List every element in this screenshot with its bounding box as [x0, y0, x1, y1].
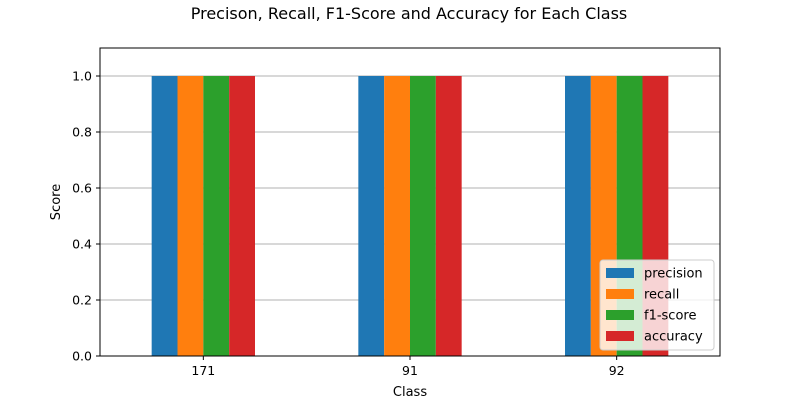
bar-accuracy-91: [435, 76, 462, 356]
x-axis-label: Class: [393, 385, 427, 400]
bars: [151, 76, 669, 356]
legend-swatch-f1-score: [606, 310, 634, 320]
y-tick-label: 0.2: [72, 293, 92, 308]
bar-recall-91: [384, 76, 410, 356]
y-tick-label: 0.0: [72, 349, 92, 364]
x-tick-label: 92: [609, 363, 625, 378]
legend-label-f1-score: f1-score: [644, 309, 696, 324]
legend-label-accuracy: accuracy: [644, 330, 703, 345]
y-axis-ticks: 0.0 0.2 0.4 0.6 0.8 1.0: [72, 69, 100, 364]
bar-f1-score-91: [410, 76, 436, 356]
y-tick-label: 0.8: [72, 125, 92, 140]
y-tick-label: 1.0: [72, 69, 92, 84]
bar-precision-91: [358, 76, 385, 356]
x-tick-label: 171: [191, 363, 215, 378]
legend: precision recall f1-score accuracy: [599, 259, 715, 351]
bar-f1-score-171: [203, 76, 230, 356]
legend-label-recall: recall: [644, 288, 679, 303]
bar-precision-171: [151, 76, 178, 356]
x-axis-ticks: 171 91 92: [191, 356, 625, 378]
legend-swatch-recall: [606, 289, 634, 299]
legend-frame: [599, 259, 715, 351]
legend-swatch-precision: [606, 268, 634, 278]
bar-accuracy-171: [229, 76, 255, 356]
x-tick-label: 91: [402, 363, 418, 378]
bar-recall-171: [177, 76, 204, 356]
legend-swatch-accuracy: [606, 331, 634, 341]
chart-title: Precison, Recall, F1-Score and Accuracy …: [191, 4, 628, 23]
y-tick-label: 0.4: [72, 237, 92, 252]
y-axis-label: Score: [49, 184, 64, 220]
y-tick-label: 0.6: [72, 181, 92, 196]
legend-label-precision: precision: [644, 267, 703, 282]
bar-precision-92: [565, 76, 591, 356]
